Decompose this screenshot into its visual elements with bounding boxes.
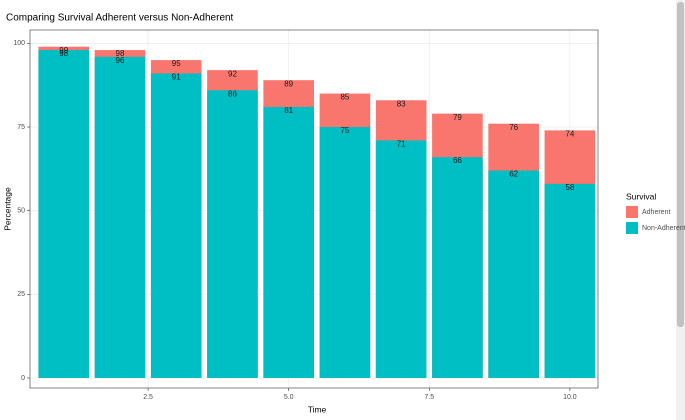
bar <box>319 127 371 378</box>
y-tick-label: 25 <box>17 291 25 298</box>
bar <box>488 170 539 378</box>
y-tick-label: 0 <box>21 375 25 382</box>
legend-label: Non-Adherent <box>642 225 685 232</box>
data-label: 91 <box>172 73 181 82</box>
data-label: 79 <box>453 113 462 122</box>
y-tick-label: 75 <box>17 124 25 131</box>
bar <box>263 106 314 378</box>
bar <box>544 183 596 378</box>
data-label: 81 <box>284 106 293 115</box>
x-tick-label: 10.0 <box>563 394 577 401</box>
legend-title: Survival <box>626 191 656 201</box>
data-label: 95 <box>172 59 181 68</box>
data-label: 76 <box>509 123 518 132</box>
y-tick-label: 100 <box>13 40 25 47</box>
bar <box>94 56 146 378</box>
data-label: 99 <box>59 46 68 55</box>
data-label: 98 <box>116 49 125 58</box>
data-label: 66 <box>453 156 462 165</box>
legend-swatch <box>626 222 638 234</box>
y-tick-label: 50 <box>17 208 25 215</box>
bar <box>38 50 90 378</box>
x-tick-label: 7.5 <box>424 394 434 401</box>
data-label: 74 <box>565 129 574 138</box>
data-label: 58 <box>565 183 574 192</box>
data-label: 98 <box>59 49 68 58</box>
x-tick-label: 5.0 <box>284 394 294 401</box>
data-label: 92 <box>228 69 237 78</box>
bar <box>375 140 427 378</box>
data-label: 89 <box>284 79 293 88</box>
bar <box>207 90 258 378</box>
x-axis-title: Time <box>308 404 327 414</box>
legend-swatch <box>626 206 638 218</box>
data-label: 96 <box>116 56 125 65</box>
data-label: 86 <box>228 89 237 98</box>
x-tick-label: 2.5 <box>143 394 153 401</box>
scrollbar-thumb[interactable] <box>677 2 684 327</box>
data-label: 75 <box>340 126 349 135</box>
chart-title: Comparing Survival Adherent versus Non-A… <box>6 13 234 24</box>
legend-label: Adherent <box>642 209 670 216</box>
bar <box>150 73 202 378</box>
data-label: 85 <box>340 93 349 102</box>
plot-border <box>29 29 599 389</box>
bar <box>432 157 483 378</box>
data-label: 83 <box>397 99 406 108</box>
data-label: 62 <box>509 170 518 179</box>
data-label: 71 <box>397 140 406 149</box>
y-axis-title: Percentage <box>2 187 12 231</box>
